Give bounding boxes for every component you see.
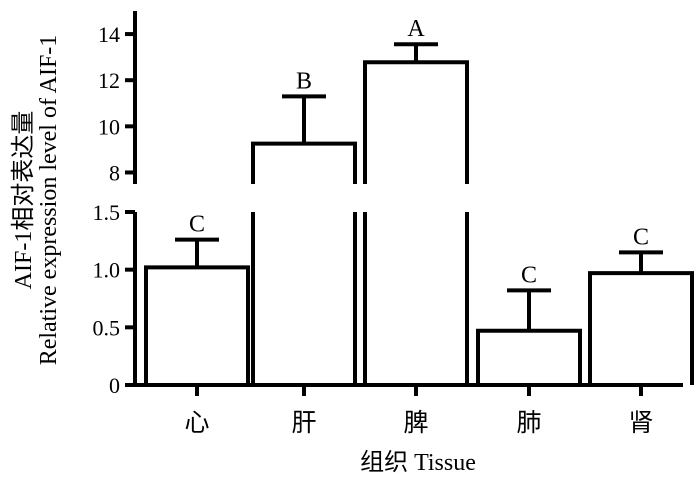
significance-letter: B: [296, 68, 312, 94]
error-bar: [507, 288, 551, 331]
bar: [588, 271, 694, 385]
error-bar: [394, 42, 438, 63]
significance-letter: C: [189, 212, 205, 238]
bar: [144, 265, 250, 385]
significance-letter: A: [407, 16, 425, 42]
y-tick-label: 12: [98, 68, 120, 93]
y-tick-label: 1.5: [93, 200, 121, 225]
y-tick-label: 14: [98, 22, 120, 47]
bars-group: [144, 60, 694, 385]
x-axis: [135, 383, 683, 396]
error-bar: [619, 250, 663, 274]
significance-letter: C: [633, 224, 649, 250]
y-tick-label: 0.5: [93, 315, 121, 340]
x-tick-label: 肾: [628, 410, 653, 437]
y-axis-lower-segment: 0 0.5 1.0 1.5: [93, 200, 137, 398]
x-axis-title: 组织 Tissue: [360, 449, 476, 476]
y-tick-label: 8: [109, 160, 120, 185]
x-tick-label: 脾: [403, 409, 428, 437]
x-tick-label: 心: [184, 410, 209, 437]
bar: [251, 141, 357, 385]
y-tick-label: 0: [109, 373, 120, 398]
x-tick-label: 肺: [516, 410, 541, 437]
x-tick-labels-group: 心肝脾肺肾: [184, 409, 653, 437]
y-axis-upper-segment: 8 10 12 14: [98, 11, 137, 185]
y-tick-label: 10: [98, 114, 120, 139]
error-bar: [282, 94, 326, 144]
y-tick-label: 1.0: [93, 258, 121, 283]
x-tick-label: 肝: [291, 410, 316, 437]
bar: [363, 60, 469, 385]
y-axis-title-line2: Relative expression level of AIF-1: [36, 35, 62, 366]
bar: [476, 328, 582, 385]
significance-labels-group: C B A C C: [189, 16, 649, 288]
y-axis-title-line1: AIF-1相对表达量: [10, 111, 37, 290]
error-bar: [175, 237, 219, 268]
error-bars-group: [175, 42, 663, 331]
significance-letter: C: [521, 262, 537, 288]
